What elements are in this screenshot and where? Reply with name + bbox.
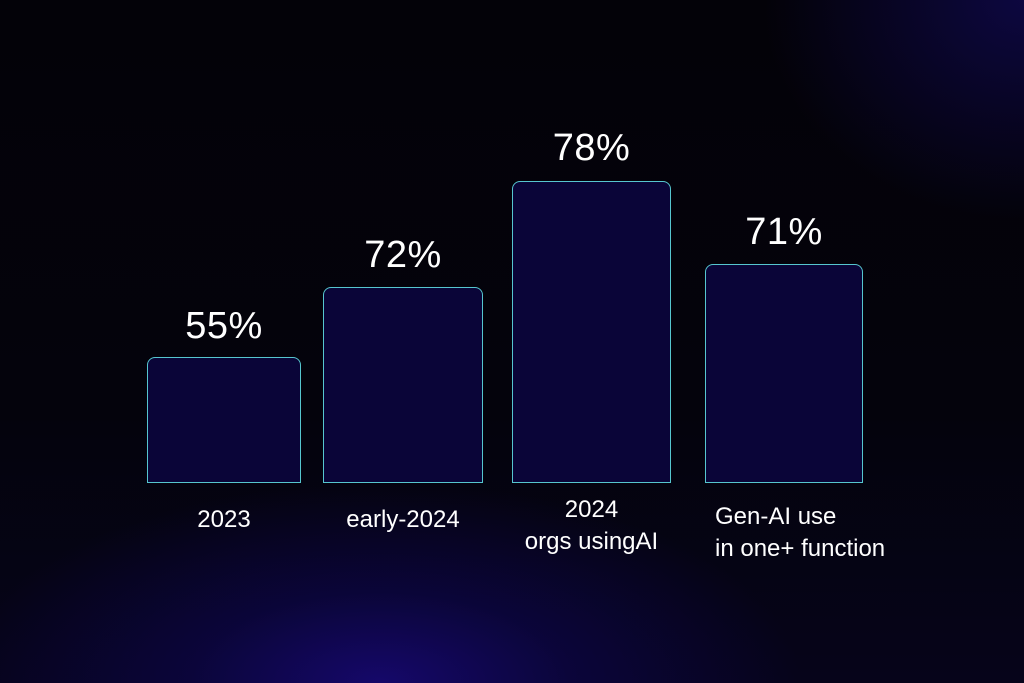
category-label-line: orgs usingAI — [524, 528, 659, 555]
bar-2023 — [147, 357, 301, 483]
category-label-line: Gen-AI use — [715, 503, 837, 530]
category-label: Gen-AI use in one+ function — [715, 501, 955, 565]
category-label-line: early-2024 — [346, 506, 460, 533]
category-label: early-2024 — [313, 504, 493, 536]
bar-early-2024 — [323, 287, 483, 483]
category-label: 2024 orgs usingAI — [492, 494, 691, 558]
bar-2024-orgs-using-ai — [512, 181, 671, 483]
bar-gen-ai-use — [705, 264, 863, 483]
category-label-line: in one+ function — [715, 535, 886, 562]
category-label: 2023 — [147, 504, 301, 536]
bar-value-label: 78% — [552, 127, 631, 169]
bar-value-label: 55% — [185, 305, 263, 347]
category-label-line: 2024 — [564, 496, 619, 523]
bar-value-label: 72% — [364, 234, 442, 276]
category-label-line: 2023 — [197, 506, 251, 533]
bar-value-label: 71% — [745, 211, 823, 253]
